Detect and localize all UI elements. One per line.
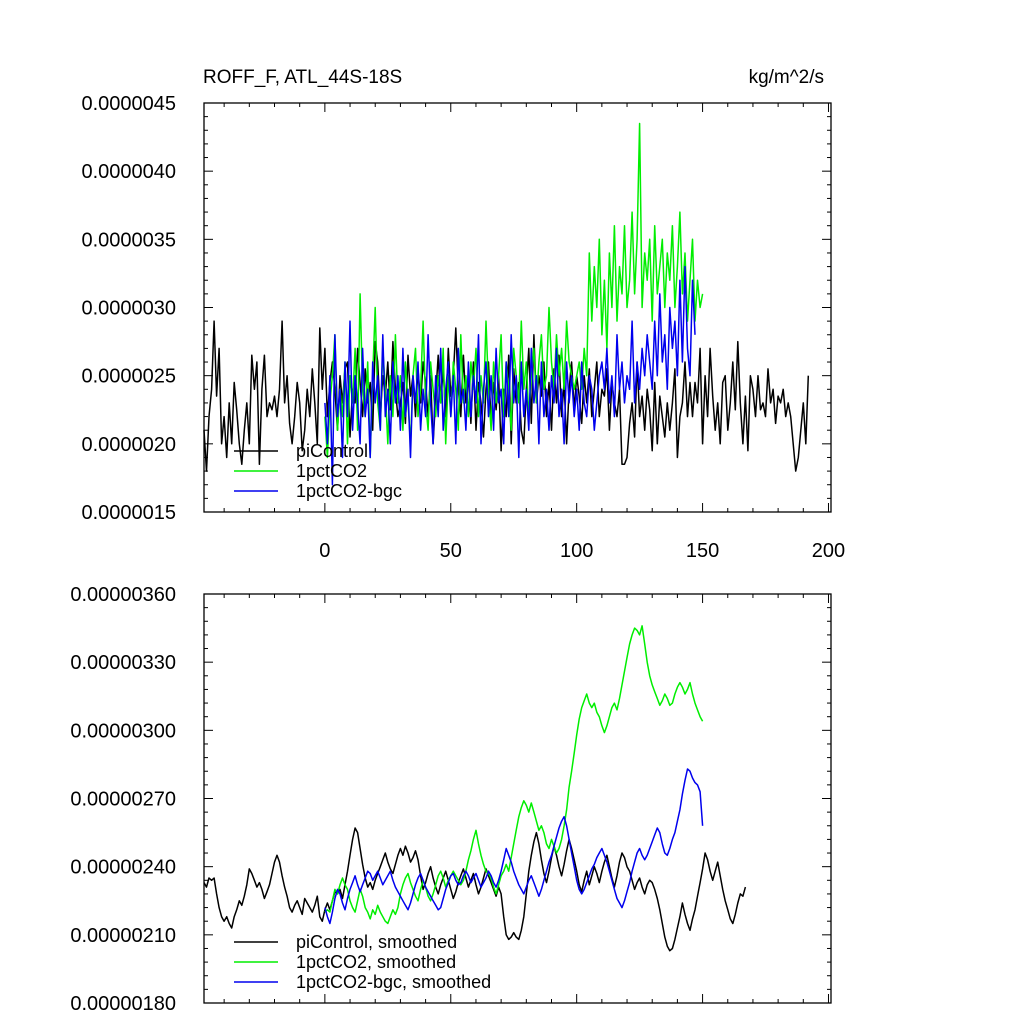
top-panel-series: [203, 122, 810, 486]
top-panel: ROFF_F, ATL_44S-18S kg/m^2/s 0.00000150.…: [81, 67, 845, 562]
y-tick-label: 0.0000045: [81, 93, 176, 115]
x-tick-label: 0: [319, 540, 330, 562]
y-tick-label: 0.0000020: [81, 434, 176, 456]
y-tick-label: 0.0000040: [81, 161, 176, 183]
series-line-1pctco2-bgc-smoothed: [324, 768, 704, 925]
y-tick-label: 0.0000025: [81, 366, 176, 388]
series-line-picontrol-smoothed: [203, 827, 747, 952]
y-tick-label: 0.00000240: [70, 857, 176, 879]
top-panel-frame: [203, 102, 832, 513]
y-tick-label: 0.00000180: [70, 993, 176, 1015]
top-panel-y-tick-labels: 0.0000015 0.0000020 0.0000025 0.0000030 0.00…: [81, 93, 176, 524]
legend-label-picontrol-smoothed: piControl, smoothed: [296, 932, 457, 952]
x-tick-label: 150: [686, 540, 719, 562]
x-tick-label: 200: [812, 540, 845, 562]
series-line-1pctco2-bgc: [324, 265, 696, 486]
series-line-1pctco2: [324, 122, 704, 459]
y-tick-label: 0.00000300: [70, 720, 176, 742]
top-panel-legend: piControl 1pctCO2 1pctCO2-bgc: [234, 441, 402, 501]
y-tick-label: 0.00000270: [70, 789, 176, 811]
top-panel-x-tick-labels: 0 50 100 150 200: [319, 540, 845, 562]
y-tick-label: 0.0000015: [81, 502, 176, 524]
bottom-panel-legend: piControl, smoothed 1pctCO2, smoothed 1p…: [234, 932, 491, 992]
legend-label-1pctco2: 1pctCO2: [296, 461, 367, 481]
legend-label-1pctco2-smoothed: 1pctCO2, smoothed: [296, 952, 456, 972]
legend-label-picontrol: piControl: [296, 441, 368, 461]
y-tick-label: 0.00000330: [70, 652, 176, 674]
x-tick-label: 100: [560, 540, 593, 562]
x-tick-label: 50: [440, 540, 462, 562]
top-panel-title: ROFF_F, ATL_44S-18S: [203, 67, 402, 88]
y-tick-label: 0.0000030: [81, 298, 176, 320]
y-tick-label: 0.00000360: [70, 584, 176, 606]
bottom-panel-frame: [203, 593, 832, 1004]
bottom-panel: 0.00000180 0.00000210 0.00000240 0.00000270…: [70, 584, 832, 1015]
series-line-picontrol: [203, 320, 810, 472]
bottom-panel-series: [203, 625, 747, 952]
series-line-1pctco2-smoothed: [324, 625, 704, 925]
legend-label-1pctco2-bgc-smoothed: 1pctCO2-bgc, smoothed: [296, 972, 491, 992]
top-panel-units: kg/m^2/s: [749, 67, 824, 88]
bottom-panel-y-tick-labels: 0.00000180 0.00000210 0.00000240 0.00000270…: [70, 584, 176, 1015]
y-tick-label: 0.00000210: [70, 925, 176, 947]
legend-label-1pctco2-bgc: 1pctCO2-bgc: [296, 481, 402, 501]
y-tick-label: 0.0000035: [81, 229, 176, 251]
